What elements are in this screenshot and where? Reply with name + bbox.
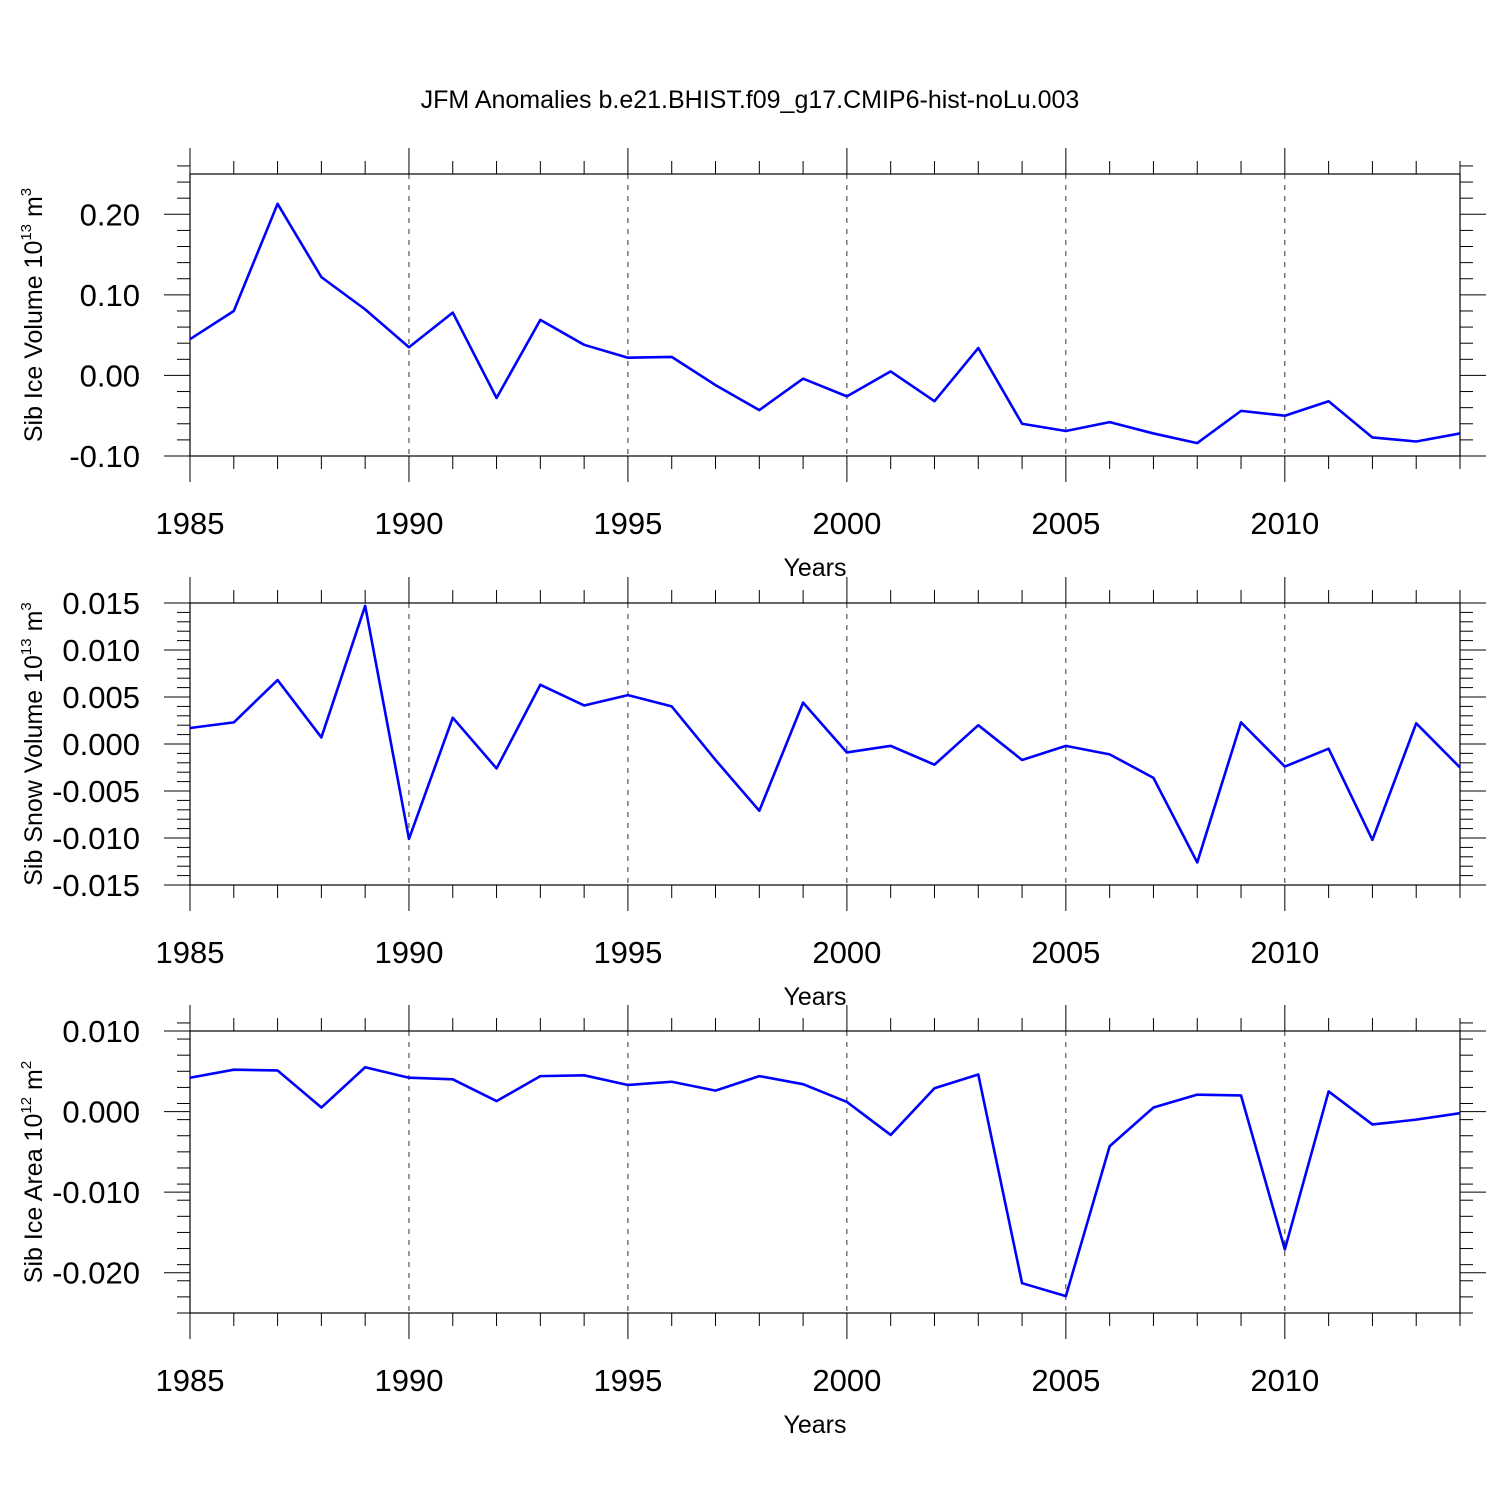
x-axis-label: Years <box>783 1411 846 1439</box>
x-tick-label: 2010 <box>1250 935 1319 970</box>
y-axis-label-superscript: 3 <box>18 602 35 610</box>
y-tick-label: 0.000 <box>62 1095 140 1130</box>
y-axis-label-part: Sib Ice Volume 10 <box>20 241 48 443</box>
y-axis-label-superscript: 12 <box>18 1097 35 1114</box>
y-tick-label: -0.020 <box>52 1256 140 1291</box>
x-tick-label: 1995 <box>593 1363 662 1398</box>
y-tick-label: 0.010 <box>62 633 140 668</box>
x-tick-label: 1995 <box>593 935 662 970</box>
y-axis-label-part: m <box>20 611 48 639</box>
x-tick-label: 1985 <box>156 1363 225 1398</box>
x-tick-label: 1985 <box>156 935 225 970</box>
x-tick-label: 1990 <box>374 935 443 970</box>
x-tick-label: 2010 <box>1250 506 1319 541</box>
x-tick-label: 2000 <box>812 935 881 970</box>
y-tick-label: 0.000 <box>62 727 140 762</box>
x-tick-label: 2000 <box>812 1363 881 1398</box>
y-axis-label: Sib Ice Area 1012 m2 <box>18 1061 48 1283</box>
x-tick-label: 1990 <box>374 506 443 541</box>
y-tick-label: 0.010 <box>62 1014 140 1049</box>
x-axis-label: Years <box>783 554 846 582</box>
x-tick-label: 2005 <box>1031 935 1100 970</box>
x-tick-label: 2000 <box>812 506 881 541</box>
y-tick-label: 0.00 <box>80 358 140 393</box>
y-tick-label: -0.005 <box>52 774 140 809</box>
plot-frame-0 <box>189 173 1461 457</box>
plot-frame-2 <box>189 1030 1461 1314</box>
x-tick-label: 2005 <box>1031 1363 1100 1398</box>
y-axis-label: Sib Snow Volume 1013 m3 <box>18 602 48 886</box>
plot-frame-1 <box>189 602 1461 886</box>
series-line-1 <box>189 604 1461 864</box>
x-tick-label: 1995 <box>593 506 662 541</box>
y-axis-label-part: Sib Ice Area 10 <box>20 1114 48 1284</box>
y-tick-label: 0.10 <box>80 278 140 313</box>
y-tick-label: -0.10 <box>69 439 140 474</box>
x-tick-label: 2005 <box>1031 506 1100 541</box>
y-tick-label: 0.20 <box>80 197 140 232</box>
y-tick-label: -0.010 <box>52 821 140 856</box>
series-line-2 <box>189 1065 1461 1298</box>
chart-title: JFM Anomalies b.e21.BHIST.f09_g17.CMIP6-… <box>420 86 1080 114</box>
x-tick-label: 1990 <box>374 1363 443 1398</box>
x-tick-label: 2010 <box>1250 1363 1319 1398</box>
y-tick-label: 0.005 <box>62 680 140 715</box>
y-axis-label-superscript: 13 <box>18 638 35 655</box>
series-line-0 <box>189 202 1461 445</box>
x-tick-label: 1985 <box>156 506 225 541</box>
y-axis-label-superscript: 2 <box>18 1061 35 1069</box>
x-axis-label: Years <box>783 983 846 1011</box>
y-tick-label: -0.010 <box>52 1175 140 1210</box>
y-axis-label-superscript: 3 <box>18 188 35 196</box>
y-axis-label-part: Sib Snow Volume 10 <box>20 655 48 886</box>
y-axis-label-part: m <box>20 1069 48 1097</box>
y-axis-label: Sib Ice Volume 1013 m3 <box>18 188 48 442</box>
y-axis-label-superscript: 13 <box>18 224 35 241</box>
y-tick-label: -0.015 <box>52 868 140 903</box>
y-axis-label-part: m <box>20 196 48 224</box>
y-tick-label: 0.015 <box>62 586 140 621</box>
